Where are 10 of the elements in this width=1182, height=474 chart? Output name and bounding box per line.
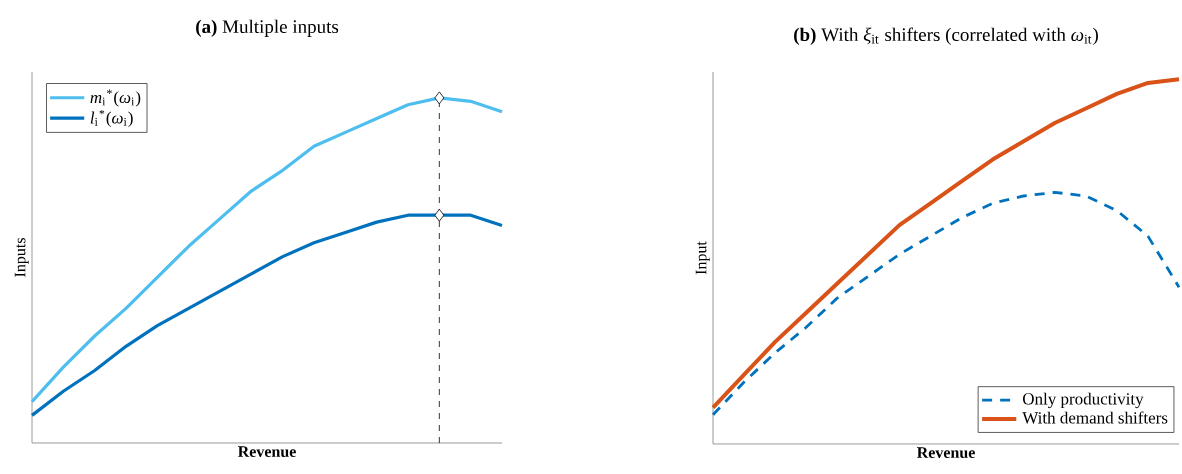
legend-label: l$_{i}$$^{*}$(ω$_{i}$) xyxy=(90,109,133,127)
chart-title: (a) Multiple inputs xyxy=(196,19,339,37)
legend-label: m$_{i}$$^{*}$(ω$_{i}$) xyxy=(90,89,141,107)
chart-title: (b) With ξ$_{it}$ shifters (correlated with ω$_{it}$) xyxy=(794,27,1098,45)
legend-label: With demand shifters xyxy=(1022,411,1168,424)
y-axis-title: Input xyxy=(695,241,710,275)
y-axis-title: Inputs xyxy=(14,238,29,277)
x-axis-title: Revenue xyxy=(916,447,975,458)
x-axis-title: Revenue xyxy=(237,446,296,457)
legend-label: Only productivity xyxy=(1022,392,1144,409)
